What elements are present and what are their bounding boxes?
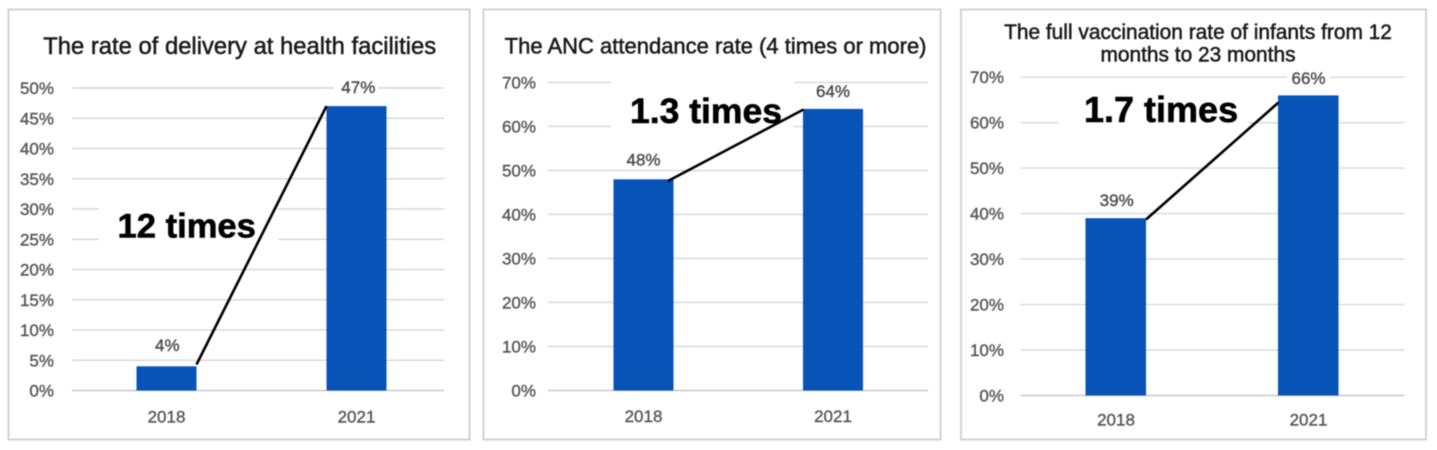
svg-text:50%: 50% <box>502 162 536 181</box>
svg-text:0%: 0% <box>511 382 536 401</box>
svg-text:1.3 times: 1.3 times <box>630 91 782 131</box>
svg-text:40%: 40% <box>20 140 54 159</box>
svg-text:The full vaccination rate of i: The full vaccination rate of infants fro… <box>1004 21 1392 44</box>
svg-text:12 times: 12 times <box>118 208 256 246</box>
svg-text:10%: 10% <box>502 338 536 357</box>
svg-text:5%: 5% <box>29 351 54 370</box>
svg-text:30%: 30% <box>20 200 54 219</box>
svg-text:30%: 30% <box>970 250 1004 269</box>
svg-text:2021: 2021 <box>814 407 852 426</box>
svg-text:25%: 25% <box>20 230 54 249</box>
svg-text:50%: 50% <box>20 79 54 98</box>
svg-text:70%: 70% <box>502 74 536 93</box>
svg-text:0%: 0% <box>29 382 54 401</box>
svg-text:10%: 10% <box>20 321 54 340</box>
svg-text:2018: 2018 <box>625 407 663 426</box>
svg-text:1.7 times: 1.7 times <box>1084 89 1238 130</box>
svg-text:months to 23 months: months to 23 months <box>1100 43 1295 66</box>
svg-text:39%: 39% <box>1100 191 1134 210</box>
svg-text:70%: 70% <box>970 68 1004 87</box>
svg-text:64%: 64% <box>816 82 850 101</box>
svg-text:0%: 0% <box>979 387 1004 406</box>
svg-text:20%: 20% <box>20 261 54 280</box>
svg-text:50%: 50% <box>970 159 1004 178</box>
svg-text:45%: 45% <box>20 109 54 128</box>
svg-text:2018: 2018 <box>1097 411 1135 430</box>
svg-text:47%: 47% <box>341 78 375 97</box>
svg-text:2018: 2018 <box>148 408 186 427</box>
svg-text:48%: 48% <box>626 151 660 170</box>
svg-text:10%: 10% <box>970 341 1004 360</box>
svg-text:30%: 30% <box>502 250 536 269</box>
svg-text:20%: 20% <box>970 296 1004 315</box>
svg-text:20%: 20% <box>502 294 536 313</box>
svg-text:60%: 60% <box>502 118 536 137</box>
svg-text:4%: 4% <box>155 336 180 355</box>
svg-text:60%: 60% <box>970 114 1004 133</box>
svg-text:40%: 40% <box>502 206 536 225</box>
svg-text:40%: 40% <box>970 205 1004 224</box>
svg-text:35%: 35% <box>20 170 54 189</box>
svg-text:15%: 15% <box>20 291 54 310</box>
svg-text:The ANC attendance rate (4 tim: The ANC attendance rate (4 times or more… <box>505 34 927 59</box>
svg-text:2021: 2021 <box>1290 411 1328 430</box>
svg-text:66%: 66% <box>1291 69 1325 88</box>
svg-text:The rate of delivery at health: The rate of delivery at health facilitie… <box>43 33 436 60</box>
svg-text:2021: 2021 <box>338 408 376 427</box>
